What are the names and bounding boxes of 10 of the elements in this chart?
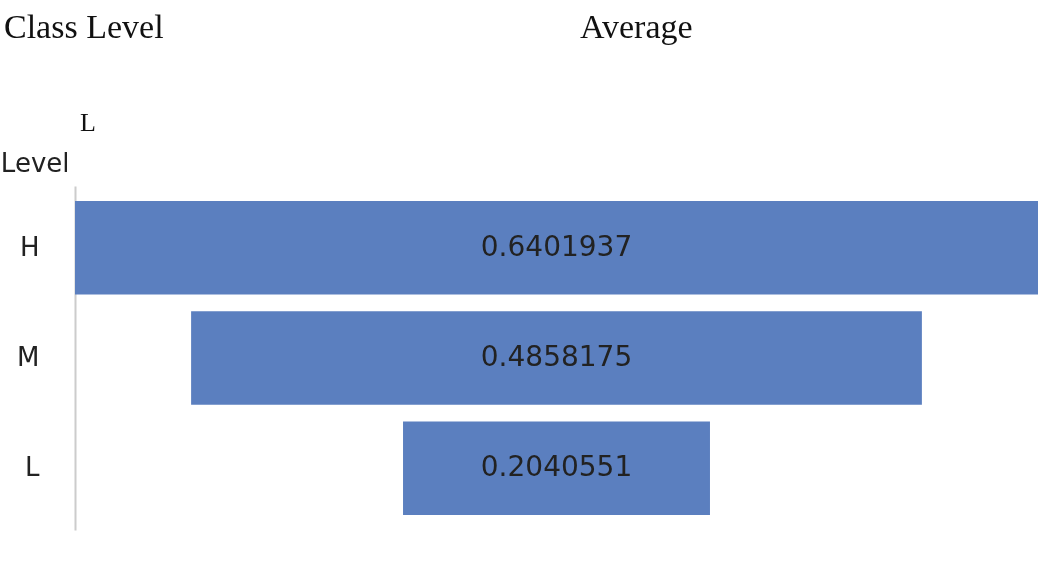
category-label: H: [19, 231, 40, 262]
text: Level: [0, 147, 70, 178]
data-label: 0.6401937: [480, 229, 633, 263]
data-label: 0.2040551: [480, 450, 633, 484]
category-label: L: [25, 452, 40, 483]
text: L: [80, 108, 96, 138]
data-label: 0.4858175: [480, 340, 633, 373]
text: Average: [580, 8, 693, 46]
text: Class Level: [4, 8, 164, 46]
category-label: M: [17, 342, 40, 372]
